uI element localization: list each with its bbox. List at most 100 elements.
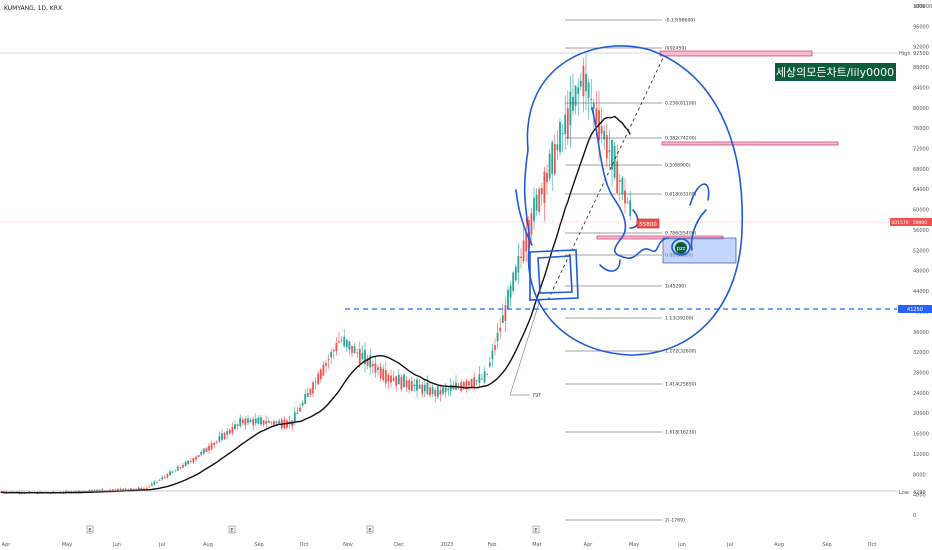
candle-body — [574, 85, 577, 107]
x-tick-label: Jul — [726, 542, 733, 548]
candle-body — [140, 487, 143, 490]
candle-body — [234, 424, 236, 430]
candle-body — [377, 367, 379, 370]
candle-body — [538, 188, 541, 212]
candle-body — [163, 476, 166, 478]
candle-body — [192, 458, 195, 463]
candle-body — [530, 213, 533, 235]
candle-body — [447, 388, 450, 391]
arc-curve — [689, 183, 710, 206]
candle-body — [507, 289, 509, 310]
y-tick-label: 68000 — [913, 167, 929, 173]
candle-body — [111, 489, 114, 492]
event-marker-label: E — [230, 528, 233, 534]
fib-label: 1.414(25850) — [665, 382, 697, 388]
x-tick-label: Sep — [822, 542, 831, 548]
candle-body — [509, 285, 512, 298]
arc-curve-2 — [690, 209, 707, 251]
candle-body — [114, 489, 117, 491]
candle-body — [374, 363, 377, 373]
x-tick-label: Feb — [488, 542, 497, 548]
candle-body — [221, 433, 223, 440]
event-marker-box[interactable] — [532, 525, 540, 534]
candle-body — [223, 432, 226, 440]
candle-body — [387, 374, 390, 382]
candle-body — [556, 144, 559, 151]
candle-body — [75, 490, 78, 493]
consolidation-box-inner — [537, 255, 573, 294]
candle-body — [117, 488, 119, 491]
candle-body — [88, 489, 91, 492]
candle-body — [130, 488, 132, 491]
candle-body — [127, 489, 130, 490]
candle-body — [195, 456, 197, 460]
level-tag: 41250 — [907, 307, 923, 313]
candle-body — [267, 420, 270, 423]
candle-body — [252, 418, 255, 426]
candle-body — [486, 373, 489, 375]
candle-body — [156, 481, 158, 483]
level-tag-box — [898, 305, 932, 313]
x-tick-label: May — [629, 542, 639, 548]
candle-body — [137, 487, 140, 490]
x-tick-label: Dec — [394, 542, 404, 548]
candle-body — [169, 471, 171, 476]
candle-body — [551, 142, 554, 175]
y-axis-unit: KRW — [914, 4, 926, 10]
candle-body — [101, 489, 104, 491]
event-marker-label: E — [88, 528, 91, 534]
fib-label: 0.618(63100) — [665, 192, 697, 198]
candle-body — [517, 255, 520, 273]
candle-body — [462, 382, 465, 389]
y-tick-label: 96000 — [913, 24, 929, 30]
candle-body — [421, 384, 424, 394]
event-marker-box[interactable] — [86, 525, 94, 534]
candle-body — [478, 374, 481, 384]
x-tick-label: Aug — [774, 542, 784, 548]
candle-body — [148, 486, 151, 488]
candle-body — [306, 392, 309, 398]
candle-body — [358, 349, 361, 364]
candle-body — [353, 346, 356, 354]
candle-body — [384, 370, 387, 384]
x-tick-label: Oct — [300, 542, 309, 548]
candle-body — [124, 488, 127, 490]
candle-body — [340, 340, 343, 342]
candle-body — [182, 465, 184, 468]
candle-body — [613, 145, 616, 178]
candle-body — [106, 490, 109, 491]
y-tick-label: 88000 — [913, 65, 929, 71]
candle-body — [624, 190, 626, 204]
candle-body — [244, 418, 247, 426]
candle-body — [608, 150, 611, 153]
candle-body — [325, 363, 327, 366]
candle-body — [436, 386, 439, 397]
candle-body — [278, 420, 281, 424]
candle-body — [273, 421, 275, 425]
candle-body — [403, 374, 405, 388]
candle-body — [577, 87, 580, 94]
event-marker-box[interactable] — [366, 525, 374, 534]
y-tick-label: 16000 — [913, 432, 929, 438]
candle-body — [143, 488, 145, 490]
candle-body — [189, 460, 192, 462]
candle-body — [585, 73, 587, 92]
x-tick-label: Jun — [112, 542, 121, 548]
fib-label: 1.272(32600) — [665, 349, 697, 355]
candle-body — [400, 376, 403, 390]
event-marker-box[interactable] — [228, 525, 236, 534]
candle-body — [392, 378, 395, 381]
candle-body — [546, 172, 548, 183]
candle-body — [444, 387, 447, 393]
candle-body — [465, 380, 468, 390]
candle-body — [470, 379, 473, 388]
candle-body — [299, 407, 301, 412]
candle-body — [330, 351, 333, 358]
candle-body — [382, 368, 385, 381]
fib-label: -0.13(98600) — [665, 18, 695, 24]
candle-body — [525, 231, 528, 252]
candle-body — [416, 379, 418, 391]
x-axis: Apr May Jun Jul Aug Sep Oct Nov Dec 2023 Feb Mar Apr… — [2, 542, 877, 548]
y-tick-label: 36000 — [913, 330, 929, 336]
candle-body — [499, 327, 502, 332]
